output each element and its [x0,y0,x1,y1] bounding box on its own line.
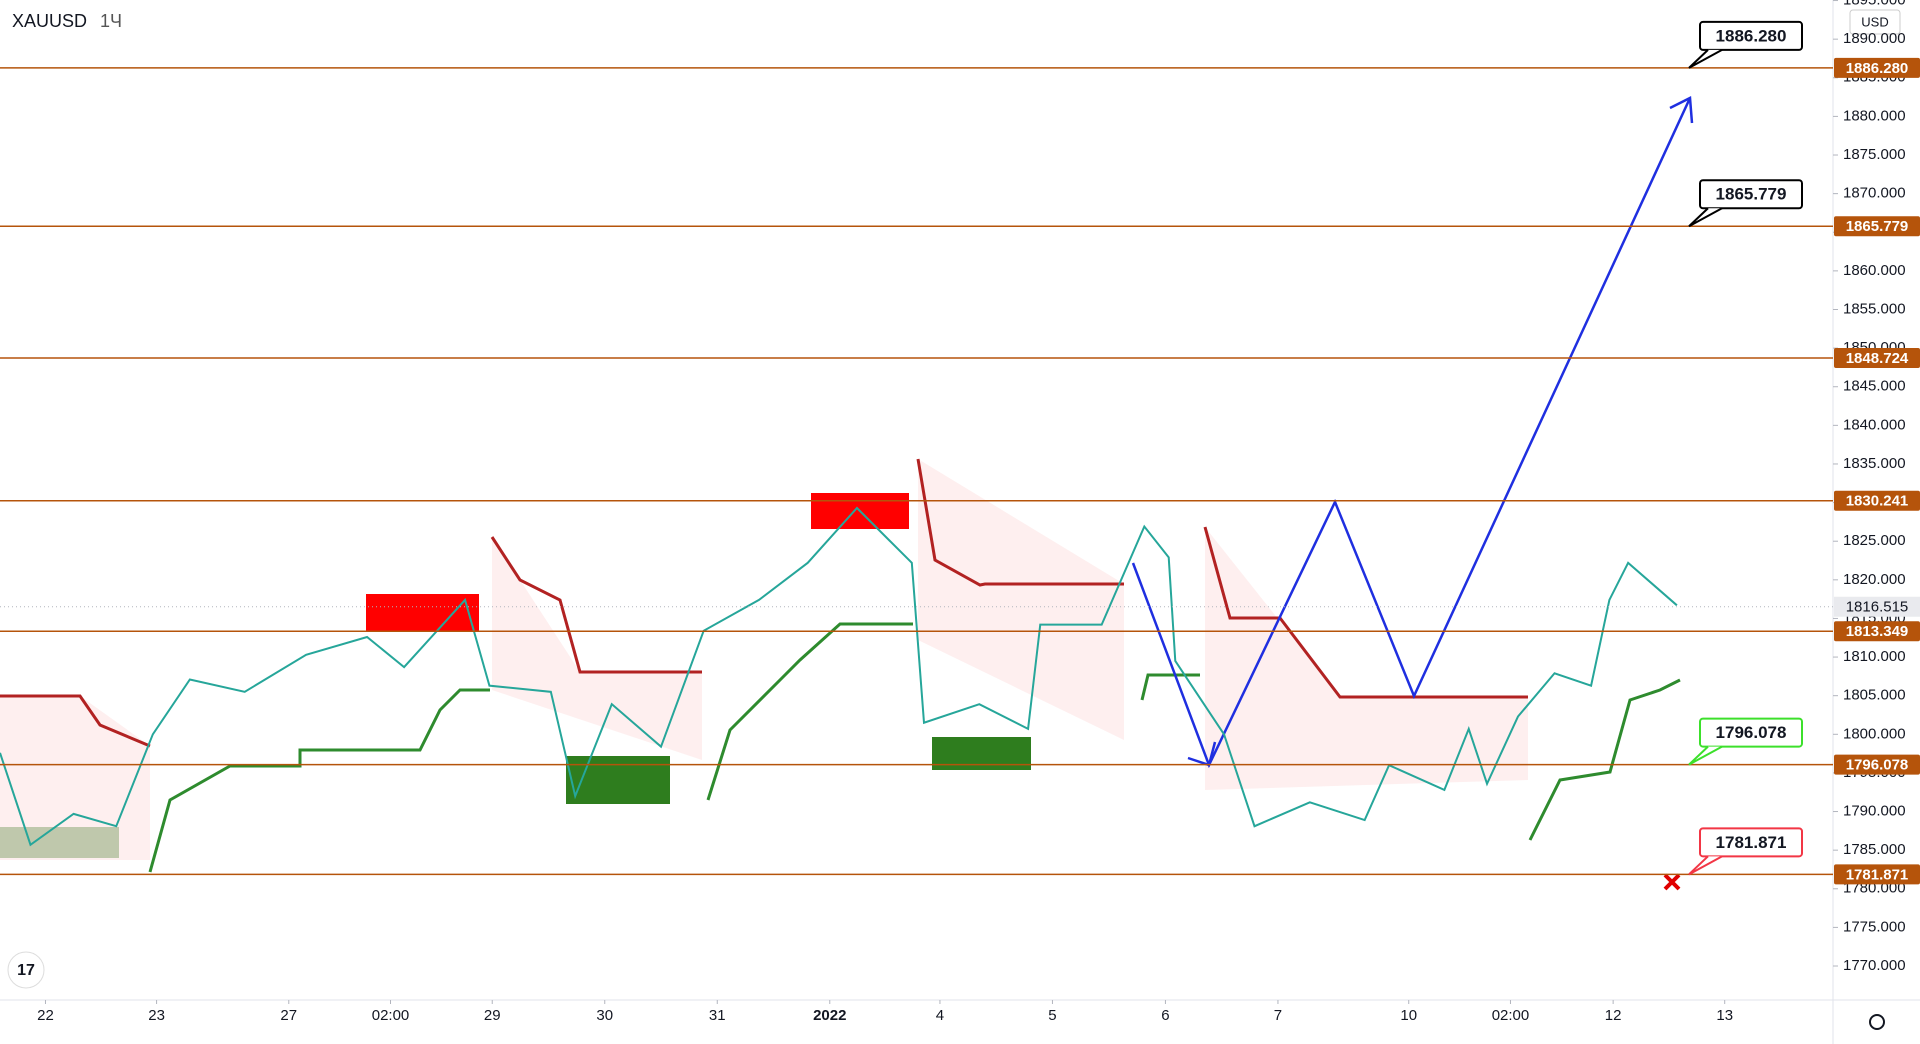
y-tick-label: 1840.000 [1843,416,1906,433]
level-badge [1834,57,1920,78]
currency[interactable]: USD [1861,14,1888,29]
callout-pointer [1688,207,1723,228]
trend-line [490,536,702,674]
callout-label: 1886.280 [1716,26,1787,45]
x-tick-label: 7 [1274,1007,1282,1024]
callout-label: 1781.871 [1716,833,1787,852]
trend-line [1140,673,1200,701]
level-badge [1834,347,1920,368]
level-badge-label: 1848.724 [1846,350,1909,367]
x-tick-label: 02:00 [372,1007,410,1024]
callout-pointer [1688,855,1723,876]
y-tick-label: 1890.000 [1843,30,1906,47]
trend-line [706,622,913,801]
projection-arrow [1131,97,1692,769]
callout-label: 1865.779 [1716,185,1787,204]
x-tick-label: 23 [148,1007,165,1024]
callout-label: 1796.078 [1716,723,1787,742]
y-tick-label: 1870.000 [1843,185,1906,202]
y-tick-label: 1810.000 [1843,648,1906,665]
x-tick-label: 29 [484,1007,501,1024]
logo-text: 17 [17,962,35,979]
y-tick-label: 1820.000 [1843,571,1906,588]
y-tick-label: 1855.000 [1843,300,1906,317]
y-tick-label: 1835.000 [1843,455,1906,472]
callout-box [1699,717,1803,748]
last-price-badge [1834,596,1920,617]
x-tick-label: 13 [1716,1007,1733,1024]
level-badge-label: 1781.871 [1846,866,1909,883]
callout-pointer [1688,49,1723,69]
y-tick-label: 1895.000 [1843,0,1906,9]
y-tick-label: 1860.000 [1843,262,1906,279]
supply-zone [366,594,479,631]
y-tick-label: 1800.000 [1843,725,1906,742]
trend-fill [1205,527,1528,790]
last-price-label: 1816.515 [1846,599,1909,616]
stop-mark [1663,873,1681,891]
level-badge [1834,754,1920,775]
level-badge [1834,864,1920,885]
x-tick-label: 4 [936,1007,944,1024]
y-tick-label: 1845.000 [1843,378,1906,395]
logo [7,951,45,989]
level-badge [1834,216,1920,237]
callout-box [1699,20,1803,51]
y-tick-label: 1770.000 [1843,957,1906,974]
trend-fill [918,459,1124,740]
symbol: XAUUSD [12,11,87,31]
trend-fill [492,537,702,760]
level-badge-label: 1865.779 [1846,218,1909,235]
y-tick-label: 1805.000 [1843,687,1906,704]
x-tick-label: 27 [280,1007,297,1024]
x-tick-label: 31 [709,1007,726,1024]
x-tick-label: 10 [1400,1007,1417,1024]
y-tick-label: 1775.000 [1843,918,1906,935]
level-badge-label: 1796.078 [1846,757,1909,774]
x-tick-label: 02:00 [1492,1007,1530,1024]
x-tick-label: 2022 [813,1007,846,1024]
trend-line [916,458,1124,587]
trend-line [148,688,490,873]
x-tick-label: 6 [1161,1007,1169,1024]
currency-button[interactable] [1849,9,1901,35]
trend-line [1528,678,1681,841]
level-badge [1834,621,1920,642]
y-tick-label: 1875.000 [1843,146,1906,163]
price-line [0,506,1678,847]
callout-box [1699,827,1803,858]
level-badge-label: 1813.349 [1846,623,1909,640]
x-tick-label: 12 [1605,1007,1622,1024]
y-tick-label: 1785.000 [1843,841,1906,858]
y-tick-label: 1790.000 [1843,803,1906,820]
x-tick-label: 5 [1048,1007,1056,1024]
level-badge [1834,490,1920,511]
callout-pointer [1688,745,1723,766]
x-tick-label: 22 [37,1007,54,1024]
level-badge-label: 1886.280 [1846,60,1909,77]
x-tick-label: 30 [596,1007,613,1024]
trend-line [0,694,151,748]
y-tick-label: 1880.000 [1843,107,1906,124]
y-tick-label: 1825.000 [1843,532,1906,549]
settings-icon[interactable] [1869,1014,1885,1030]
trend-fill [0,696,150,860]
level-badge-label: 1830.241 [1846,493,1909,510]
interval: 1Ч [100,11,122,31]
arrow-head [1669,96,1694,124]
callout-box [1699,179,1803,210]
